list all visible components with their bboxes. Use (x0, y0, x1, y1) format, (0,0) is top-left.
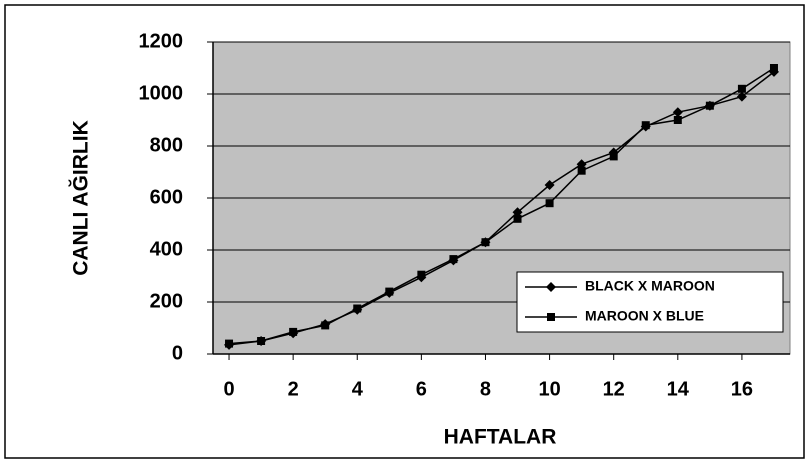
marker (737, 84, 746, 93)
marker (545, 199, 554, 208)
marker (417, 270, 426, 279)
x-axis-title: HAFTALAR (444, 426, 557, 449)
x-tick-label: 12 (603, 378, 625, 400)
legend-label: BLACK X MAROON (585, 278, 715, 294)
y-tick-label: 1000 (139, 82, 184, 104)
marker (577, 166, 586, 175)
marker (321, 321, 330, 330)
series-line (228, 71, 775, 346)
x-tick-label: 0 (223, 378, 234, 400)
marker (353, 304, 362, 313)
y-tick-label: 800 (150, 134, 183, 156)
marker (257, 337, 266, 345)
marker (513, 214, 522, 223)
x-tick-label: 6 (416, 378, 427, 400)
y-tick-label: 200 (150, 290, 183, 312)
y-tick-label: 0 (172, 342, 183, 364)
marker (449, 255, 458, 264)
marker (769, 64, 778, 72)
marker (736, 91, 747, 102)
y-tick-label: 1200 (139, 30, 184, 52)
marker (546, 282, 556, 292)
marker (225, 339, 234, 348)
marker (705, 101, 714, 110)
x-tick-label: 14 (667, 378, 690, 400)
x-tick-label: 2 (288, 378, 299, 400)
marker (547, 313, 555, 321)
x-tick-label: 4 (352, 378, 364, 400)
marker (481, 238, 490, 247)
marker (609, 152, 618, 161)
x-tick-label: 10 (538, 378, 560, 400)
x-tick-label: 8 (480, 378, 491, 400)
y-axis-title: CANLI AĞIRLIK (69, 120, 93, 276)
legend-label: MAROON X BLUE (585, 308, 704, 324)
marker (289, 327, 298, 336)
marker (672, 107, 683, 118)
x-tick-label: 16 (731, 378, 753, 400)
marker (385, 287, 394, 296)
series-line (228, 67, 775, 345)
legend-box (516, 271, 784, 333)
y-tick-label: 400 (150, 238, 183, 260)
marker (641, 121, 650, 130)
marker (673, 116, 682, 124)
marker (544, 180, 555, 190)
y-tick-label: 600 (150, 186, 183, 208)
